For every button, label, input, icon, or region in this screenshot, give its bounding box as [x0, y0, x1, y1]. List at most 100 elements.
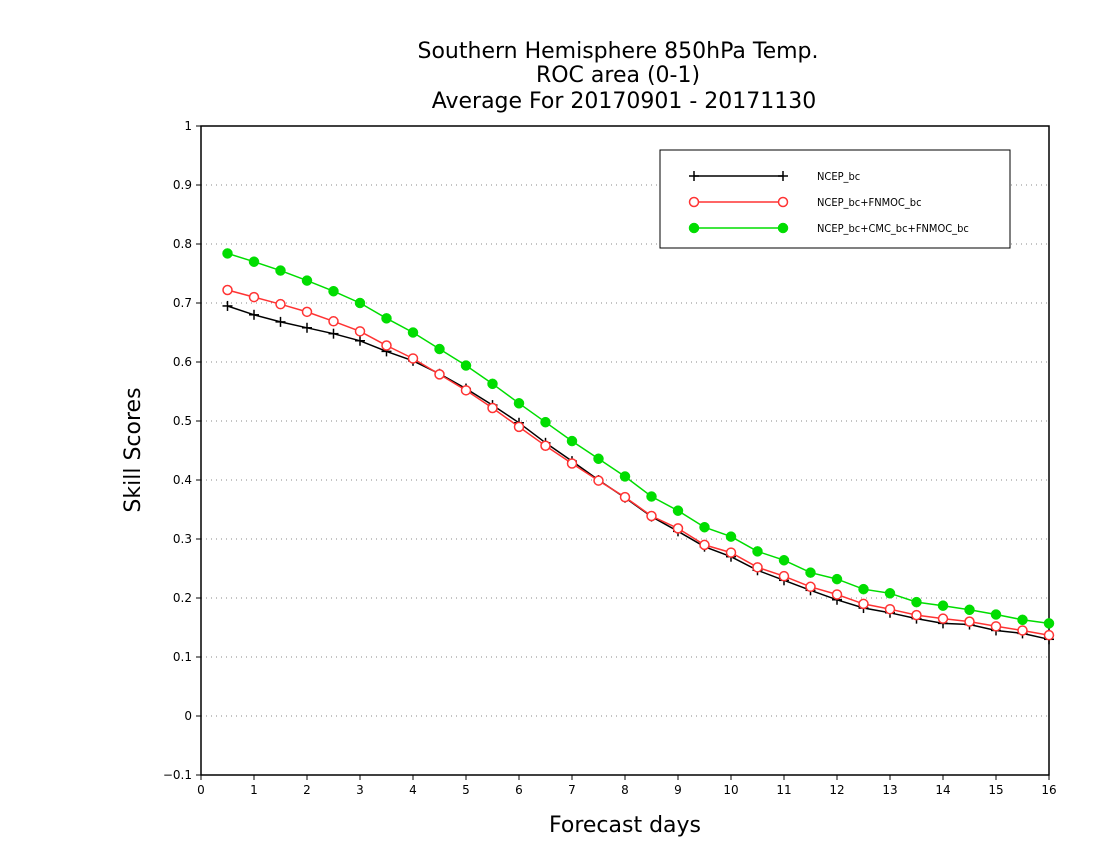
data-point — [805, 567, 816, 578]
legend-items: NCEP_bc NCEP_bc+FNMOC_bc NCEP_bc+CMC_bc+FN… — [688, 170, 969, 235]
data-point — [858, 583, 869, 595]
legend-label: NCEP_bc+FNMOC_bc — [817, 196, 922, 209]
data-point — [699, 521, 710, 533]
x-tick-label: 1 — [250, 783, 258, 797]
data-point — [831, 573, 843, 585]
legend-marker — [689, 171, 699, 181]
data-point — [487, 402, 498, 414]
data-point — [725, 547, 737, 558]
data-point — [725, 531, 737, 542]
x-tick-label: 10 — [723, 783, 738, 797]
axis-ticks: −0.100.10.20.30.40.50.60.70.80.910 1 2 3 4 5 6… — [163, 119, 1057, 797]
data-point — [248, 256, 260, 267]
series-line — [227, 252, 1050, 625]
title-line-3: Average For 20170901 - 20171130 — [432, 89, 817, 114]
data-point — [301, 275, 313, 286]
legend-box — [659, 149, 1011, 249]
data-point — [831, 589, 843, 600]
series-3 — [222, 248, 1055, 629]
legend-marker — [688, 196, 700, 208]
series-line — [227, 289, 1050, 636]
data-point — [646, 510, 657, 522]
series-group — [222, 248, 1055, 645]
data-point — [354, 297, 366, 309]
data-point — [752, 546, 763, 557]
data-point — [275, 298, 286, 310]
data-point — [619, 491, 631, 503]
data-point — [355, 335, 365, 346]
legend-marker — [688, 222, 700, 234]
data-point — [381, 340, 392, 351]
data-point — [937, 613, 949, 624]
y-axis-label: Skill Scores — [121, 387, 146, 512]
x-tick-label: 13 — [882, 783, 897, 797]
x-tick-label: 14 — [935, 783, 950, 797]
data-point — [249, 309, 259, 320]
data-point — [222, 248, 233, 259]
legend-label: NCEP_bc+CMC_bc+FNMOC_bc — [817, 222, 969, 235]
data-point — [513, 398, 525, 409]
data-point — [593, 475, 604, 486]
data-point — [460, 360, 472, 371]
data-point — [566, 435, 578, 447]
data-point — [672, 505, 684, 516]
y-tick-label: 0 — [184, 709, 192, 723]
data-point — [990, 621, 1002, 632]
series-line — [227, 305, 1050, 641]
x-tick-label: 2 — [303, 783, 311, 797]
data-point — [328, 328, 339, 339]
data-point — [937, 600, 949, 611]
data-point — [964, 604, 975, 616]
chart-title: Southern Hemisphere 850hPa Temp. ROC are… — [418, 39, 819, 114]
y-tick-label: 0.7 — [173, 296, 192, 310]
x-axis-label: Forecast days — [549, 813, 701, 838]
data-point — [1017, 614, 1028, 626]
x-tick-label: 9 — [674, 783, 682, 797]
data-point — [911, 609, 922, 621]
data-point — [354, 326, 366, 337]
y-tick-label: −0.1 — [163, 768, 192, 782]
x-tick-label: 8 — [621, 783, 629, 797]
data-point — [328, 316, 339, 327]
data-point — [858, 598, 869, 610]
data-point — [381, 313, 392, 324]
title-line-1: Southern Hemisphere 850hPa Temp. — [418, 39, 819, 64]
x-tick-label: 0 — [197, 783, 205, 797]
data-point — [1043, 618, 1055, 629]
data-point — [699, 539, 710, 551]
data-point — [248, 291, 260, 303]
y-tick-label: 1 — [184, 119, 192, 133]
data-point — [540, 440, 551, 452]
series-2 — [222, 284, 1055, 641]
y-tick-label: 0.3 — [173, 532, 192, 546]
data-point — [460, 385, 472, 396]
data-point — [301, 306, 313, 318]
data-point — [434, 343, 445, 355]
y-tick-label: 0.8 — [173, 237, 192, 251]
gridlines — [201, 184, 1049, 717]
data-point — [646, 491, 657, 502]
data-point — [911, 596, 922, 608]
data-point — [884, 603, 896, 615]
legend-item: NCEP_bc+FNMOC_bc — [688, 196, 922, 209]
x-tick-label: 6 — [515, 783, 523, 797]
data-point — [752, 562, 763, 573]
data-point — [593, 453, 604, 465]
data-point — [222, 300, 233, 311]
y-tick-label: 0.4 — [173, 473, 192, 487]
data-point — [619, 471, 631, 482]
data-point — [778, 570, 790, 582]
legend: NCEP_bc NCEP_bc+FNMOC_bc NCEP_bc+CMC_bc+FN… — [659, 149, 1011, 249]
data-point — [302, 322, 312, 333]
series-1 — [222, 300, 1054, 645]
data-point — [275, 316, 286, 327]
data-point — [487, 378, 498, 390]
y-tick-label: 0.5 — [173, 414, 192, 428]
y-tick-label: 0.1 — [173, 650, 192, 664]
legend-marker — [778, 171, 788, 181]
data-point — [222, 284, 233, 296]
title-line-2: ROC area (0-1) — [536, 63, 700, 88]
data-point — [407, 353, 419, 364]
data-point — [1043, 629, 1055, 641]
